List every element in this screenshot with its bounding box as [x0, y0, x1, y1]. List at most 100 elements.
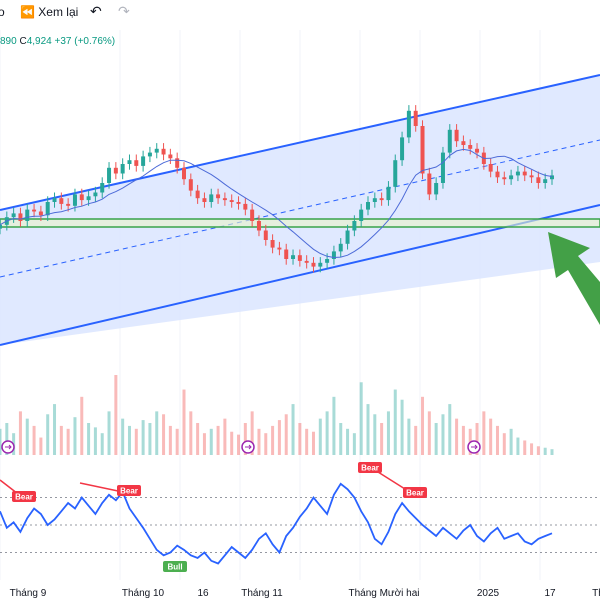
candle-body-2 — [11, 213, 16, 218]
candle-7 — [45, 196, 50, 221]
undo-icon[interactable]: ↶ — [90, 3, 102, 19]
channel-upper-line — [0, 74, 600, 211]
volume-bar-40 — [271, 425, 275, 455]
rsi-levels — [0, 497, 600, 553]
x-tick-label-2: 16 — [197, 588, 209, 599]
volume-bar-12 — [80, 396, 84, 455]
volume-bar-53 — [359, 382, 363, 455]
candle-body-34 — [229, 200, 234, 202]
volume-bar-68 — [461, 425, 465, 455]
volume-bar-25 — [168, 425, 172, 455]
volume-bar-15 — [100, 433, 104, 455]
candle-57 — [386, 181, 391, 206]
candle-body-15 — [100, 183, 105, 193]
close-label: C — [19, 36, 27, 47]
volume-bar-0 — [0, 428, 2, 455]
redo-icon[interactable]: ↷ — [118, 3, 130, 19]
volume-bar-67 — [455, 418, 459, 455]
candle-54 — [366, 196, 370, 216]
candle-75 — [509, 169, 514, 185]
volume-bar-43 — [291, 404, 295, 455]
candle-23 — [154, 143, 159, 159]
volume-bar-59 — [400, 399, 404, 455]
candle-6 — [38, 205, 43, 221]
candle-body-0 — [0, 224, 2, 229]
toolbar-partial-item[interactable]: o — [0, 5, 5, 19]
volume-bar-4 — [25, 418, 29, 455]
tag-bear-3 — [358, 462, 382, 473]
candle-2 — [11, 207, 16, 223]
candle-body-59 — [400, 137, 405, 161]
volume-bar-44 — [298, 423, 302, 455]
candle-body-42 — [284, 249, 289, 259]
volume-bar-64 — [434, 423, 438, 455]
candle-body-23 — [154, 148, 159, 153]
candle-body-14 — [93, 192, 98, 197]
candle-body-80 — [543, 179, 548, 183]
x-tick-label-4: Tháng Mười hai — [348, 588, 419, 599]
volume-bar-48 — [325, 411, 329, 455]
candle-24 — [161, 143, 166, 161]
candle-body-19 — [127, 160, 132, 164]
volume-bar-18 — [121, 418, 125, 455]
candle-18 — [120, 158, 125, 180]
x-tick-label-5: 2025 — [477, 588, 500, 599]
volume-bar-8 — [53, 404, 57, 455]
candle-body-47 — [318, 262, 323, 267]
candle-body-54 — [366, 202, 370, 210]
volume-bar-11 — [73, 417, 77, 455]
candle-27 — [182, 162, 186, 185]
candle-16 — [107, 162, 112, 189]
volume-bar-55 — [373, 414, 377, 455]
candle-body-8 — [52, 198, 57, 202]
candle-body-75 — [509, 175, 514, 180]
candle-body-48 — [325, 259, 330, 263]
candle-79 — [536, 171, 541, 189]
volume-bar-13 — [87, 423, 91, 455]
candle-74 — [502, 171, 507, 185]
candle-22 — [147, 146, 152, 163]
tag-bear-1 — [117, 485, 141, 496]
candle-12 — [79, 188, 84, 206]
candle-3 — [18, 207, 23, 227]
candle-body-44 — [297, 255, 302, 261]
volume-bar-35 — [237, 434, 241, 455]
candle-21 — [141, 150, 146, 172]
volume-bar-28 — [189, 411, 193, 455]
candle-8 — [52, 192, 57, 208]
volume-bar-71 — [482, 411, 486, 455]
candle-78 — [529, 169, 534, 183]
candle-29 — [195, 184, 200, 204]
volume-bar-74 — [502, 433, 506, 455]
candle-46 — [311, 257, 316, 273]
tag-label-3: Bear — [361, 464, 379, 473]
candle-body-49 — [331, 251, 336, 259]
change-value: +37 (+0.76%) — [54, 36, 116, 47]
candle-20 — [134, 154, 139, 172]
x-tick-label-7: Th — [592, 588, 600, 599]
candle-body-37 — [250, 209, 255, 221]
candle-body-51 — [345, 230, 350, 244]
candle-body-81 — [550, 175, 554, 180]
candle-45 — [304, 255, 309, 269]
volume-bar-21 — [141, 420, 145, 455]
tag-bear-4 — [403, 487, 427, 498]
candle-body-4 — [25, 209, 30, 221]
candle-body-79 — [536, 177, 541, 183]
candle-body-6 — [38, 211, 43, 216]
candle-32 — [216, 188, 221, 204]
volume-bar-57 — [386, 411, 390, 455]
candle-body-60 — [406, 110, 411, 138]
candle-body-72 — [488, 164, 493, 172]
candle-58 — [393, 154, 398, 193]
event-marker-arrow-1 — [245, 444, 252, 450]
candle-body-43 — [291, 255, 296, 259]
candle-body-21 — [141, 156, 146, 166]
candle-body-22 — [147, 152, 152, 157]
candle-body-16 — [107, 167, 112, 183]
replay-button[interactable]: ⏪ Xem lại — [20, 5, 78, 19]
candle-body-64 — [434, 183, 439, 195]
candle-52 — [352, 215, 357, 237]
candle-body-57 — [386, 186, 391, 201]
